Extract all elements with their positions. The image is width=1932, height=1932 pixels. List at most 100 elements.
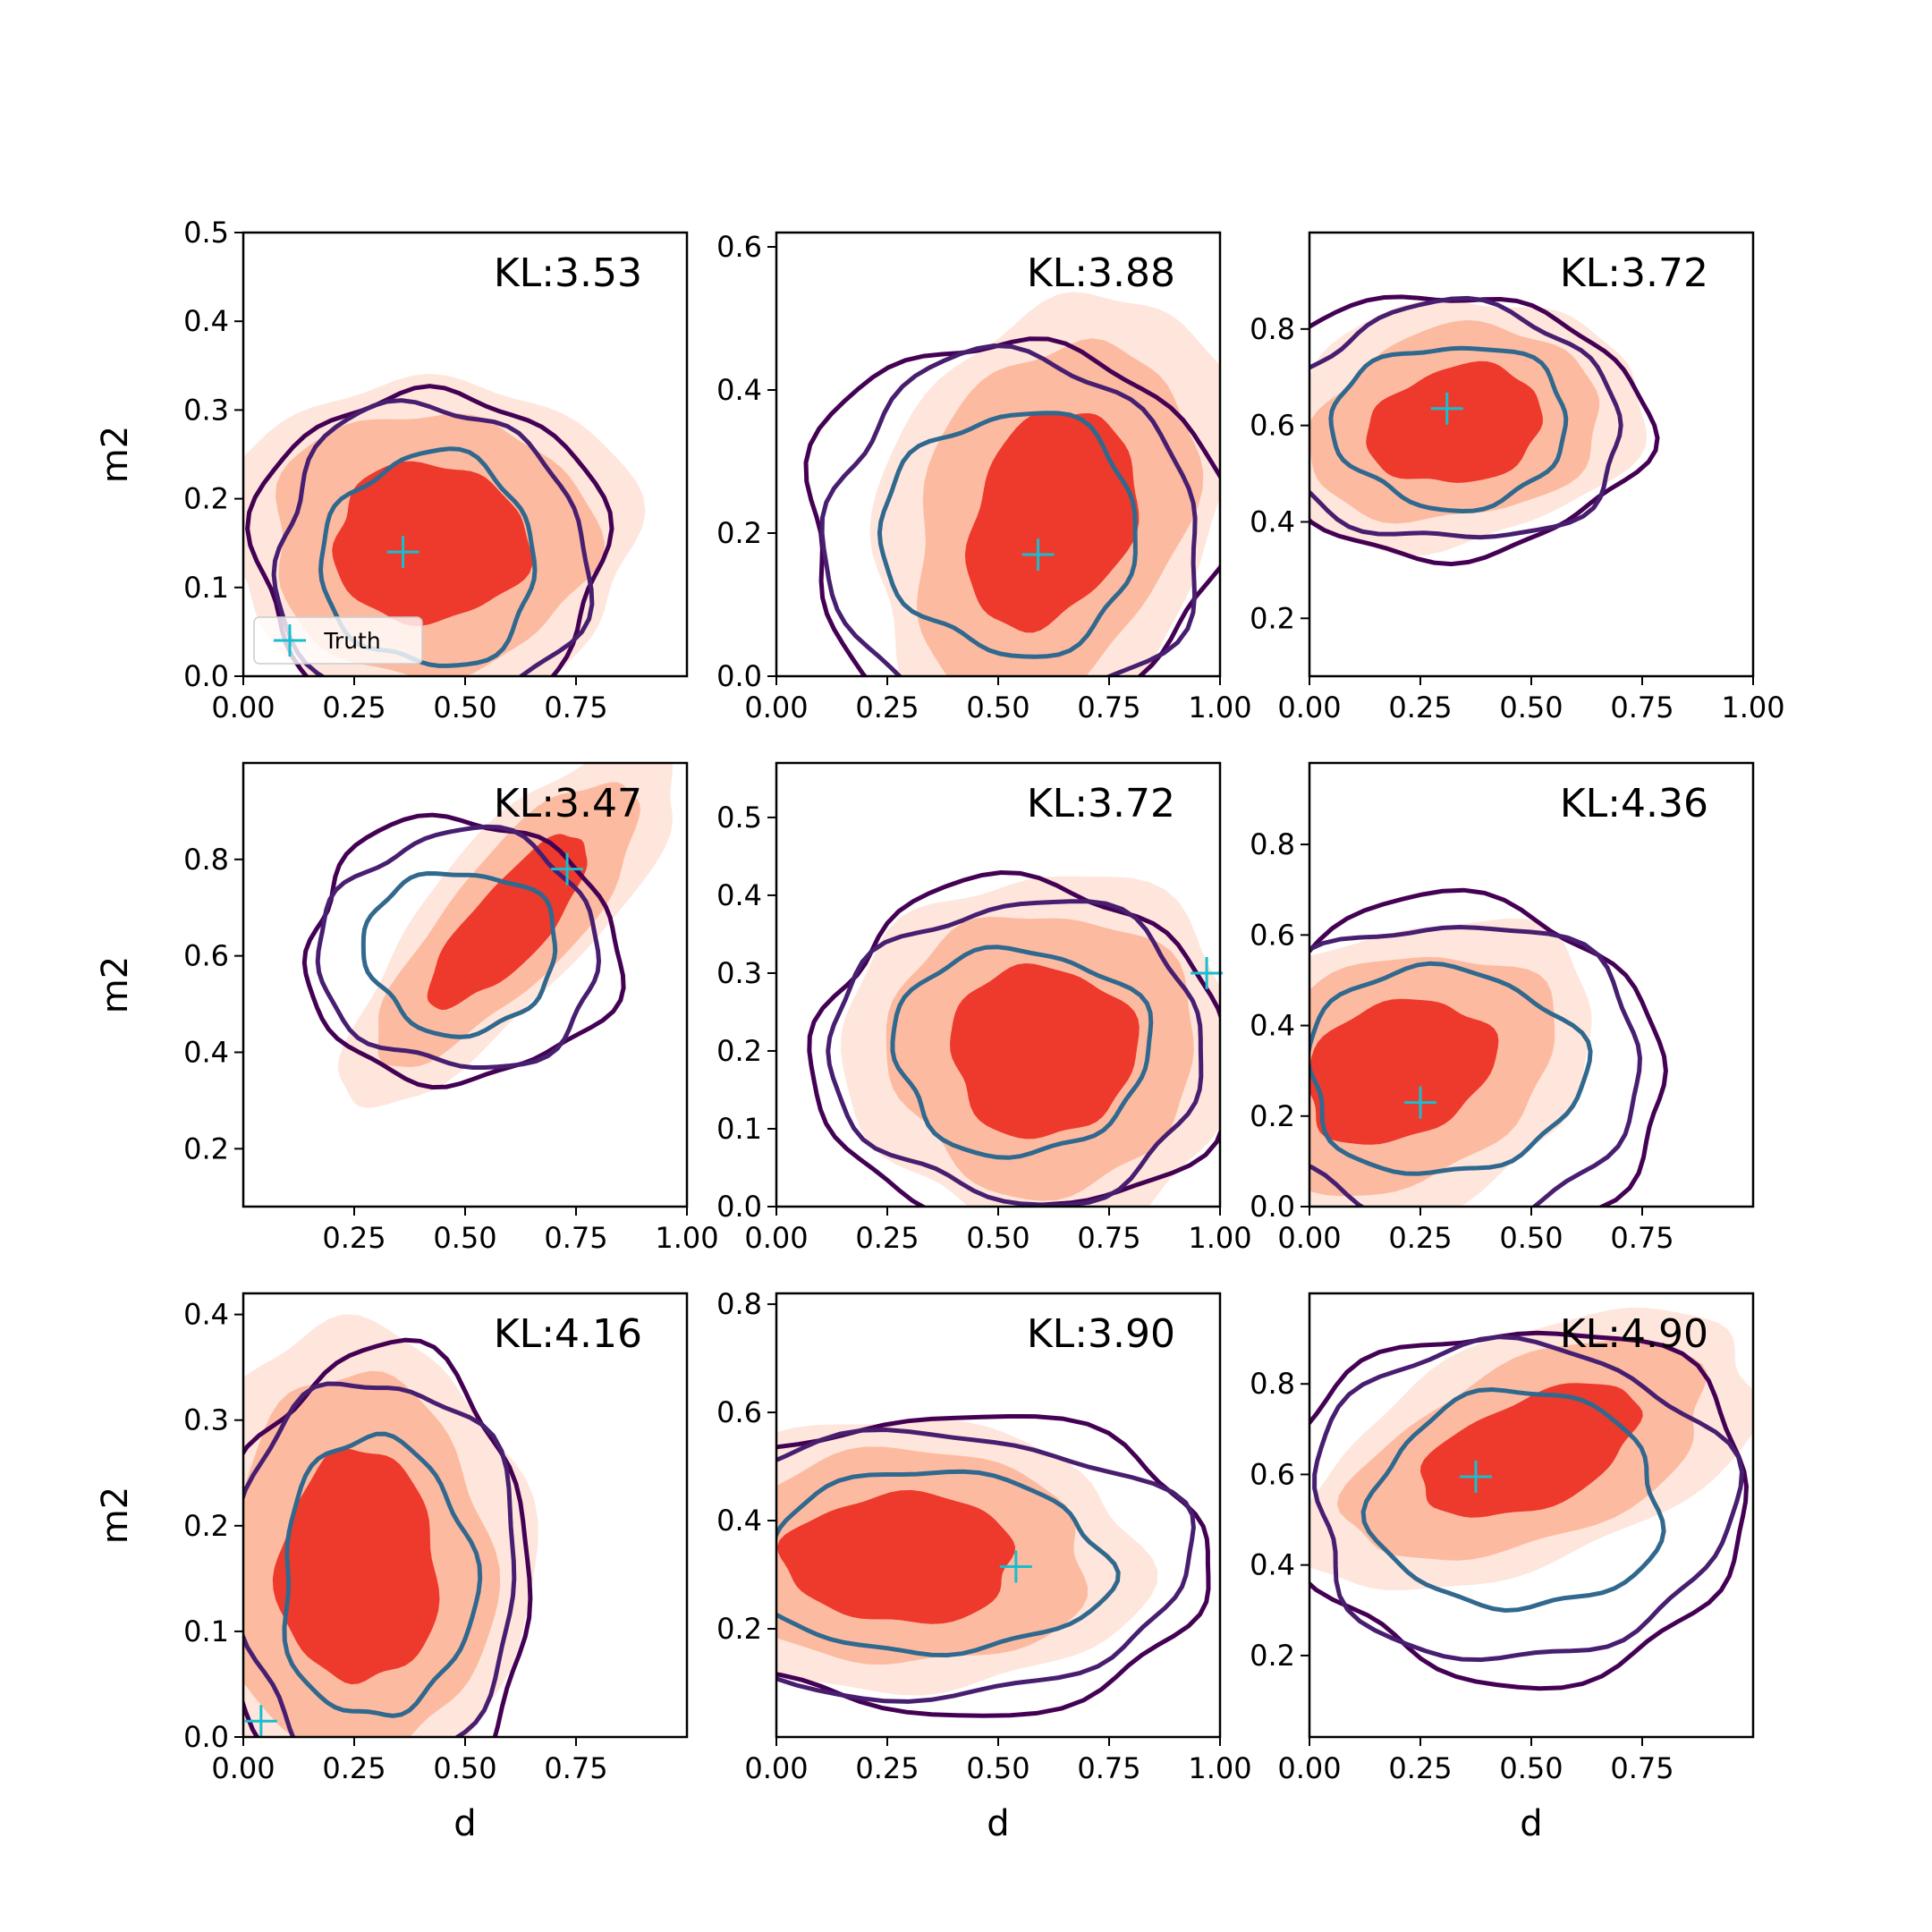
panel-3: 0.00 0.25 0.50 0.75 1.00 0.2 0.4 0.6 0.8 KL:3.72 xyxy=(1250,231,1785,724)
kl-annotation: KL:3.72 xyxy=(1027,781,1175,826)
contour-line-level-3 xyxy=(877,411,1138,659)
density-fill-level-3 xyxy=(964,411,1140,633)
panel-6: 0.00 0.25 0.50 0.75 0.0 0.2 0.4 0.6 0.8 KL:4.36 xyxy=(1250,761,1755,1255)
x-tick-label: 0.75 xyxy=(1077,691,1140,724)
x-tick-label: 0.50 xyxy=(966,1751,1030,1785)
y-tick-label: 0.8 xyxy=(1250,312,1295,346)
y-tick-label: 0.0 xyxy=(716,659,762,693)
x-tick-label: 1.00 xyxy=(1721,691,1784,724)
y-tick-label: 0.2 xyxy=(716,1612,762,1646)
x-tick-label: 1.00 xyxy=(1188,1751,1251,1785)
truth-marker xyxy=(999,1550,1032,1583)
y-tick-label: 0.2 xyxy=(716,1034,762,1068)
panel-2: 0.00 0.25 0.50 0.75 1.00 0.0 0.2 0.4 0.6 KL:3.88 xyxy=(716,230,1252,724)
y-tick-label: 0.8 xyxy=(1250,1367,1295,1401)
contour-line-level-1 xyxy=(1309,1330,1750,1691)
plot-area xyxy=(1309,294,1660,567)
x-axis-label: d xyxy=(453,1803,476,1844)
x-tick-label: 1.00 xyxy=(1188,1221,1251,1255)
x-tick-label: 0.00 xyxy=(744,1751,808,1785)
truth-marker xyxy=(551,852,584,886)
x-tick-label: 0.50 xyxy=(966,1221,1030,1255)
y-axis-label: m2 xyxy=(95,426,136,483)
panel-7: 0.00 0.25 0.50 0.75 0.0 0.1 0.2 0.3 0.4 KL:4.16 m2… xyxy=(95,1292,689,1844)
y-tick-label: 0.3 xyxy=(716,956,762,990)
x-axis-label: d xyxy=(987,1803,1009,1844)
y-axis-label: m2 xyxy=(95,956,136,1013)
x-tick-label: 0.25 xyxy=(1388,1751,1452,1785)
y-tick-label: 0.6 xyxy=(1250,918,1295,952)
x-tick-label: 0.50 xyxy=(1499,1221,1563,1255)
x-tick-label: 0.00 xyxy=(1277,1221,1341,1255)
contour-line-level-2 xyxy=(1309,924,1643,1207)
x-tick-label: 0.75 xyxy=(1077,1751,1140,1785)
kl-annotation: KL:3.90 xyxy=(1027,1311,1175,1357)
plot-area xyxy=(807,869,1220,1207)
y-tick-label: 0.6 xyxy=(1250,1457,1295,1491)
y-tick-label: 0.2 xyxy=(1250,601,1295,635)
y-tick-label: 0.8 xyxy=(716,1287,762,1321)
kl-annotation: KL:3.47 xyxy=(494,781,642,826)
x-tick-label: 0.75 xyxy=(544,1221,607,1255)
x-tick-label: 0.75 xyxy=(544,1751,607,1785)
plot-area xyxy=(1309,887,1668,1207)
kl-annotation: KL:3.53 xyxy=(494,250,642,296)
truth-marker xyxy=(1460,1460,1492,1493)
kl-annotation: KL:3.88 xyxy=(1027,250,1175,296)
contour-line-level-2 xyxy=(243,1381,517,1737)
y-tick-label: 0.6 xyxy=(1250,409,1295,443)
y-tick-label: 0.2 xyxy=(183,1509,229,1543)
x-tick-label: 0.75 xyxy=(1610,691,1674,724)
legend-truth-marker xyxy=(274,624,306,657)
x-tick-label: 0.25 xyxy=(322,691,386,724)
density-fill-level-3 xyxy=(1309,998,1499,1145)
plot-area xyxy=(803,292,1220,676)
y-tick-label: 0.0 xyxy=(183,659,229,693)
contour-line-level-3 xyxy=(282,1431,483,1718)
x-tick-label: 0.25 xyxy=(855,1751,919,1785)
contour-line-level-2 xyxy=(1312,1335,1745,1663)
plot-area xyxy=(301,763,674,1108)
y-tick-label: 0.4 xyxy=(1250,504,1295,538)
x-tick-label: 0.00 xyxy=(744,1221,808,1255)
x-tick-label: 0.75 xyxy=(544,691,607,724)
panel-9: 0.00 0.25 0.50 0.75 0.2 0.4 0.6 0.8 KL:4.90 d xyxy=(1250,1292,1755,1844)
y-tick-label: 0.4 xyxy=(183,1035,229,1069)
truth-marker xyxy=(1021,538,1055,571)
kl-annotation: KL:4.16 xyxy=(494,1311,642,1357)
y-tick-label: 0.6 xyxy=(183,939,229,973)
x-tick-label: 0.25 xyxy=(1388,1221,1452,1255)
x-tick-label: 0.25 xyxy=(855,691,919,724)
x-tick-label: 0.00 xyxy=(744,691,808,724)
density-fill-level-3 xyxy=(427,834,588,1011)
truth-marker xyxy=(386,536,419,569)
x-tick-label: 1.00 xyxy=(655,1221,718,1255)
y-tick-label: 0.4 xyxy=(183,1298,229,1332)
contour-line-level-1 xyxy=(301,812,626,1090)
x-tick-label: 0.50 xyxy=(1499,1751,1563,1785)
contour-line-level-3 xyxy=(1360,1386,1666,1614)
x-tick-label: 0.00 xyxy=(211,691,275,724)
x-tick-label: 0.25 xyxy=(855,1221,919,1255)
contour-line-level-1 xyxy=(1309,887,1668,1207)
contour-line-level-3 xyxy=(1328,345,1569,514)
x-tick-label: 1.00 xyxy=(1188,691,1251,724)
y-tick-label: 0.4 xyxy=(716,878,762,912)
density-fill-level-3 xyxy=(272,1448,440,1685)
y-tick-label: 0.1 xyxy=(183,571,229,605)
contour-line-level-2 xyxy=(776,1427,1196,1704)
panel-8: 0.00 0.25 0.50 0.75 1.00 0.2 0.4 0.6 0.8 KL:3.90 d xyxy=(716,1287,1252,1844)
legend-label: Truth xyxy=(323,628,380,654)
contour-line-level-1 xyxy=(1309,294,1660,567)
contour-line-level-2 xyxy=(826,899,1204,1207)
density-fill-level-3 xyxy=(332,461,532,626)
y-tick-label: 0.8 xyxy=(1250,827,1295,861)
contour-line-level-2 xyxy=(819,343,1198,676)
truth-marker xyxy=(244,1705,277,1738)
kl-annotation: KL:4.90 xyxy=(1560,1311,1708,1357)
x-tick-label: 0.50 xyxy=(433,691,496,724)
density-fill-level-3 xyxy=(950,963,1140,1140)
y-tick-label: 0.5 xyxy=(716,801,762,835)
y-tick-label: 0.2 xyxy=(183,482,229,516)
